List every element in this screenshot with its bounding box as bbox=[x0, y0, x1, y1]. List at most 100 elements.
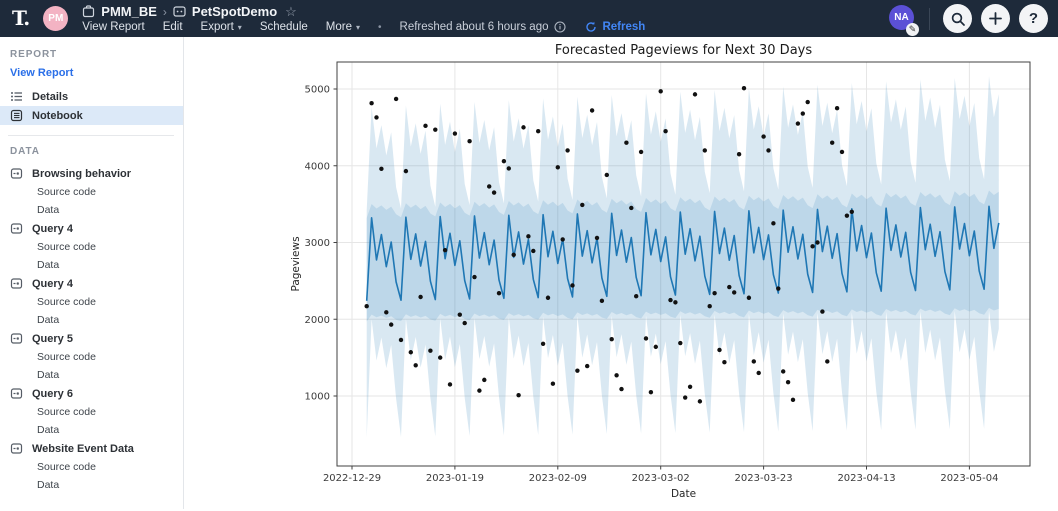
breadcrumb: PMM_BE › PetSpotDemo ☆ bbox=[82, 4, 645, 20]
sidebar-item-label: Notebook bbox=[32, 109, 83, 122]
sidebar-data-item[interactable]: Query 4 bbox=[0, 274, 183, 293]
workspace-icon bbox=[82, 5, 95, 18]
report-icon bbox=[173, 5, 186, 18]
data-subitem-source-code[interactable]: Source code bbox=[37, 186, 96, 198]
sidebar-data-item[interactable]: Query 4 bbox=[0, 219, 183, 238]
data-subitem-source-code[interactable]: Source code bbox=[37, 461, 96, 473]
x-axis-label: Date bbox=[671, 488, 696, 500]
notebook-icon bbox=[10, 109, 23, 122]
question-mark-icon: ? bbox=[1028, 10, 1039, 27]
pencil-edit-icon: ✎ bbox=[906, 23, 919, 36]
y-axis-label: Pageviews bbox=[290, 236, 302, 291]
chart-output: 2022-12-29 2023-01-19 2023-02-09 2023-03-02… bbox=[286, 40, 1054, 511]
gridlines bbox=[337, 62, 1030, 466]
refresh-label: Refresh bbox=[602, 21, 646, 33]
sidebar: REPORT View Report Details Notebook DATA… bbox=[0, 37, 184, 509]
search-button[interactable] bbox=[943, 4, 972, 33]
add-button[interactable] bbox=[981, 4, 1010, 33]
refreshed-status: Refreshed about 6 hours ago bbox=[400, 21, 567, 34]
menu-edit[interactable]: Edit bbox=[163, 21, 183, 33]
sidebar-data-item[interactable]: Browsing behavior bbox=[0, 164, 183, 183]
notebook-canvas: 2022-12-29 2023-01-19 2023-02-09 2023-03-02… bbox=[185, 37, 1058, 509]
data-item-label: Query 4 bbox=[32, 277, 73, 290]
tick-marks bbox=[333, 88, 970, 470]
caret-down-icon: ▾ bbox=[237, 22, 242, 32]
query-icon bbox=[10, 333, 23, 344]
svg-text:2000: 2000 bbox=[305, 315, 330, 326]
data-section-header: DATA bbox=[10, 146, 40, 157]
query-icon bbox=[10, 443, 23, 454]
data-item-label: Website Event Data bbox=[32, 442, 134, 455]
sidebar-divider bbox=[8, 135, 174, 136]
breadcrumb-report[interactable]: PetSpotDemo bbox=[191, 4, 278, 19]
sidebar-data-item[interactable]: Website Event Data bbox=[0, 439, 183, 458]
plus-icon bbox=[989, 12, 1002, 25]
sidebar-item-label: Details bbox=[32, 90, 69, 103]
sidebar-view-report-link[interactable]: View Report bbox=[10, 67, 74, 79]
data-subitem-source-code[interactable]: Source code bbox=[37, 406, 96, 418]
data-subitem-source-code[interactable]: Source code bbox=[37, 296, 96, 308]
svg-text:2023-01-19: 2023-01-19 bbox=[426, 473, 484, 484]
chart-title: Forecasted Pageviews for Next 30 Days bbox=[555, 43, 812, 58]
help-button[interactable]: ? bbox=[1019, 4, 1048, 33]
menu-item-label: More bbox=[325, 21, 352, 33]
data-subitem-data[interactable]: Data bbox=[37, 369, 60, 381]
refresh-icon bbox=[584, 21, 597, 34]
sidebar-item-notebook[interactable]: Notebook bbox=[0, 106, 183, 125]
refresh-button[interactable]: Refresh bbox=[584, 21, 645, 34]
breadcrumb-workspace[interactable]: PMM_BE bbox=[101, 4, 157, 19]
forecast-line bbox=[365, 205, 1000, 301]
menu-more[interactable]: More ▾ bbox=[326, 21, 360, 33]
sidebar-data-item[interactable]: Query 6 bbox=[0, 384, 183, 403]
data-subitem-source-code[interactable]: Source code bbox=[37, 241, 96, 253]
query-icon bbox=[10, 168, 23, 179]
data-subitem-data[interactable]: Data bbox=[37, 204, 60, 216]
data-subitem-data[interactable]: Data bbox=[37, 259, 60, 271]
menu-view-report[interactable]: View Report bbox=[82, 21, 144, 33]
report-section-header: REPORT bbox=[10, 49, 58, 60]
favorite-star-icon[interactable]: ☆ bbox=[285, 3, 297, 19]
forecast-chart: 2022-12-29 2023-01-19 2023-02-09 2023-03-02… bbox=[290, 43, 1031, 500]
svg-text:3000: 3000 bbox=[305, 238, 330, 249]
data-subitem-data[interactable]: Data bbox=[37, 424, 60, 436]
svg-text:2023-02-09: 2023-02-09 bbox=[529, 473, 587, 484]
data-subitem-source-code[interactable]: Source code bbox=[37, 351, 96, 363]
data-item-label: Browsing behavior bbox=[32, 167, 132, 180]
breadcrumb-separator: › bbox=[162, 4, 167, 19]
menu-export[interactable]: Export ▾ bbox=[201, 21, 242, 33]
data-item-label: Query 5 bbox=[32, 332, 73, 345]
query-icon bbox=[10, 388, 23, 399]
svg-text:2023-03-23: 2023-03-23 bbox=[735, 473, 793, 484]
data-subitem-data[interactable]: Data bbox=[37, 479, 60, 491]
plot-spines bbox=[336, 61, 1031, 467]
query-icon bbox=[10, 223, 23, 234]
inner-uncertainty-band bbox=[366, 190, 999, 322]
svg-text:5000: 5000 bbox=[305, 85, 330, 96]
plot-content bbox=[364, 76, 1000, 438]
info-icon[interactable] bbox=[553, 21, 566, 34]
svg-text:2022-12-29: 2022-12-29 bbox=[323, 473, 381, 484]
data-item-label: Query 6 bbox=[32, 387, 73, 400]
mode-logo[interactable]: T. bbox=[12, 5, 30, 30]
user-avatar[interactable]: NA ✎ bbox=[889, 5, 919, 36]
menu-item-label: Edit bbox=[162, 21, 183, 33]
tick-labels: 2022-12-29 2023-01-19 2023-02-09 2023-03-02… bbox=[305, 85, 999, 485]
report-menu: View Report Edit Export ▾ Schedule More ▾ • Re… bbox=[82, 21, 645, 34]
uncertainty-band bbox=[366, 76, 999, 438]
actuals-scatter bbox=[364, 86, 854, 404]
query-icon bbox=[10, 278, 23, 289]
sidebar-item-details[interactable]: Details bbox=[0, 87, 183, 106]
menu-item-label: View Report bbox=[82, 21, 145, 33]
data-item-label: Query 4 bbox=[32, 222, 73, 235]
svg-text:1000: 1000 bbox=[305, 392, 330, 403]
data-subitem-data[interactable]: Data bbox=[37, 314, 60, 326]
svg-text:4000: 4000 bbox=[305, 161, 330, 172]
top-bar: T. PM PMM_BE › PetSpotDemo ☆ View Report… bbox=[0, 0, 1058, 37]
sidebar-data-item[interactable]: Query 5 bbox=[0, 329, 183, 348]
menu-schedule[interactable]: Schedule bbox=[260, 21, 308, 33]
workspace-avatar[interactable]: PM bbox=[43, 6, 69, 31]
topbar-divider bbox=[929, 7, 930, 30]
menu-item-label: Schedule bbox=[259, 21, 308, 33]
svg-text:2023-04-13: 2023-04-13 bbox=[837, 473, 895, 484]
caret-down-icon: ▾ bbox=[355, 22, 360, 32]
